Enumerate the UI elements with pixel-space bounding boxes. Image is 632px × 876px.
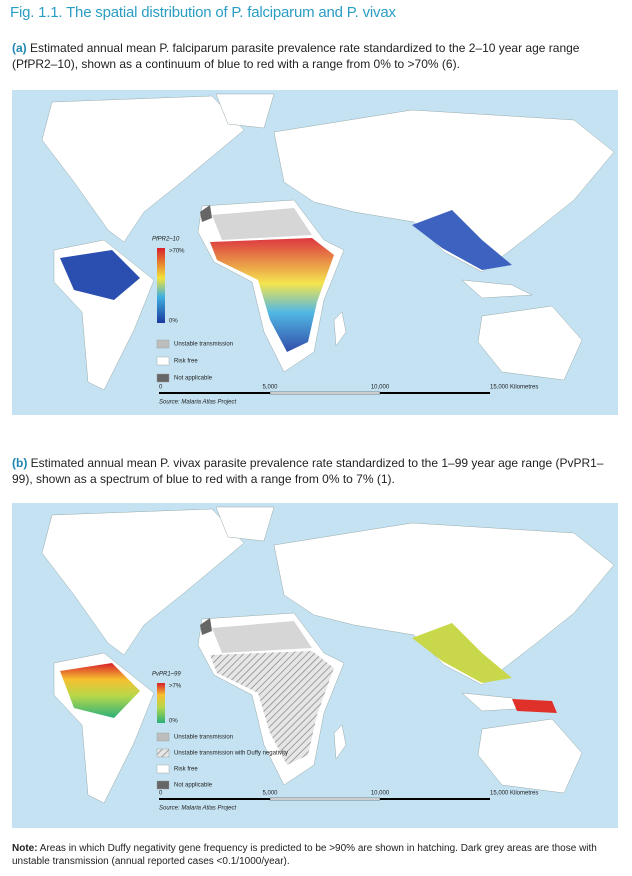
note-text: Areas in which Duffy negativity gene fre… <box>12 843 597 867</box>
land <box>273 109 615 273</box>
caption-text: Estimated annual mean P. falciparum para… <box>12 41 580 71</box>
legend-title: PvPR1–99 <box>152 672 181 678</box>
note-label: Note: <box>12 843 38 854</box>
legend-swatch <box>156 748 170 758</box>
land <box>333 311 347 347</box>
scale-label: 0 <box>159 791 163 797</box>
legend-label: Risk free <box>174 767 198 773</box>
legend-swatch <box>156 339 170 349</box>
caption: (a) Estimated annual mean P. falciparum … <box>12 40 620 72</box>
asia-prevalence <box>412 210 512 270</box>
legend-max: >7% <box>169 684 182 690</box>
source: Source: Malaria Atlas Project <box>159 400 236 406</box>
land <box>461 279 533 299</box>
legend-title: PfPR2–10 <box>152 237 180 243</box>
scale-bar <box>380 392 490 394</box>
land <box>273 522 615 686</box>
legend-swatch <box>156 373 170 383</box>
africa-hatch <box>210 651 334 765</box>
map: PfPR2–10 >70% 0% Unstable transmission Risk … <box>12 90 618 415</box>
amazon-prevalence <box>60 250 140 300</box>
legend-label: Not applicable <box>174 783 213 789</box>
legend-gradient <box>157 248 165 323</box>
caption: (b) Estimated annual mean P. vivax paras… <box>12 455 620 487</box>
scale-label: 10,000 <box>371 385 390 391</box>
legend-label: Unstable transmission <box>174 342 233 348</box>
legend-swatch <box>156 732 170 742</box>
africa-prevalence <box>210 238 334 352</box>
legend-label: Risk free <box>174 359 198 365</box>
legend-swatch <box>156 780 170 790</box>
scale-label: 10,000 <box>371 791 390 797</box>
figure-title: Fig. 1.1. The spatial distribution of P.… <box>10 4 396 21</box>
scale-label: 15,000 Kilometres <box>490 791 538 797</box>
scale-bar <box>269 391 381 395</box>
sahara-unstable <box>212 208 312 240</box>
png-prevalence <box>512 699 557 713</box>
land <box>477 305 583 381</box>
caption-text: Estimated annual mean P. vivax parasite … <box>12 456 604 486</box>
scale-bar <box>269 797 381 801</box>
land <box>477 718 583 794</box>
sahara-unstable <box>212 621 312 653</box>
not-applicable <box>200 618 212 635</box>
land <box>215 506 275 542</box>
legend-gradient <box>157 683 165 723</box>
land <box>333 724 347 760</box>
amazon-prevalence <box>60 663 140 718</box>
legend-min: 0% <box>169 719 178 725</box>
scale-label: 5,000 <box>262 385 278 391</box>
scale-bar <box>159 392 270 394</box>
legend-label: Unstable transmission <box>174 735 233 741</box>
land <box>215 93 275 129</box>
legend-min: 0% <box>169 319 178 325</box>
legend-swatch <box>156 764 170 774</box>
scale-label: 15,000 Kilometres <box>490 385 538 391</box>
scale-bar <box>380 798 490 800</box>
scale-bar <box>159 798 270 800</box>
legend-label: Unstable transmission with Duffy negativ… <box>174 751 288 757</box>
note: Note: Areas in which Duffy negativity ge… <box>12 842 620 868</box>
asia-prevalence <box>412 623 512 683</box>
not-applicable <box>200 205 212 222</box>
map: PvPR1–99 >7% 0% Unstable transmission Unstab… <box>12 503 618 828</box>
source: Source: Malaria Atlas Project <box>159 806 236 812</box>
legend-label: Not applicable <box>174 376 213 382</box>
scale-label: 0 <box>159 385 163 391</box>
scale-label: 5,000 <box>262 791 278 797</box>
legend-swatch <box>156 356 170 366</box>
caption-label: (a) <box>12 41 27 55</box>
legend-max: >70% <box>169 249 185 255</box>
caption-label: (b) <box>12 456 28 470</box>
